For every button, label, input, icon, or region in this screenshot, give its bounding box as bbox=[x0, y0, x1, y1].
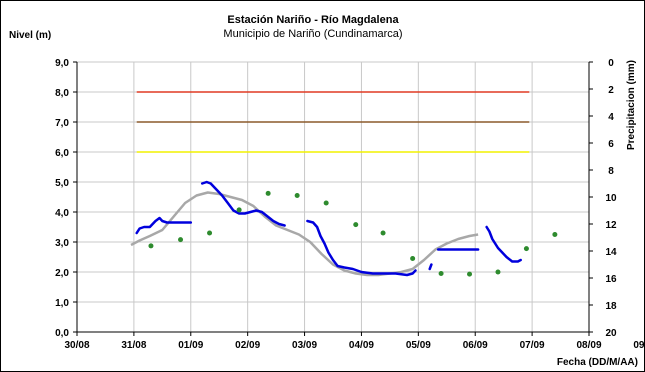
x-axis-label: Fecha (DD/M/AA) bbox=[557, 357, 638, 368]
series-line-blue-segment bbox=[306, 219, 417, 277]
x-tick-label: 07/09 bbox=[520, 340, 545, 351]
y-left-tick-label: 6,0 bbox=[55, 148, 69, 159]
y-right-tick-label: 10 bbox=[605, 193, 617, 204]
series-line-blue-segment bbox=[485, 225, 522, 263]
y-right-axis-label: Precipitacion (mm) bbox=[626, 60, 637, 150]
y-left-tick-label: 3,0 bbox=[55, 238, 69, 249]
x-tick-label: 01/09 bbox=[178, 340, 203, 351]
x-tick-label: 04/09 bbox=[349, 340, 374, 351]
y-right-tick-label: 16 bbox=[605, 274, 617, 285]
series-point-green bbox=[236, 207, 242, 213]
y-right-tick-label: 18 bbox=[605, 301, 617, 312]
series-point-green bbox=[495, 269, 501, 275]
chart-title: Estación Nariño - Río Magdalena bbox=[227, 14, 399, 26]
y-right-tick-label: 4 bbox=[608, 112, 614, 123]
series-point-green bbox=[552, 232, 558, 237]
y-right-tick-label: 2 bbox=[608, 85, 614, 96]
y-left-tick-label: 4,0 bbox=[55, 208, 69, 219]
plot-area: 0,0 1,0 2,0 3,0 4,0 5,0 6,0 7,0 8,0 9,0 0 2 4 6 8 10 12 1… bbox=[55, 58, 644, 351]
series-point-green bbox=[353, 222, 359, 228]
series-line-blue-segment bbox=[200, 180, 286, 227]
x-tick-label: 09/09 bbox=[633, 340, 644, 351]
y-left-tick-label: 0,0 bbox=[55, 328, 69, 339]
x-tick-label: 02/09 bbox=[235, 340, 260, 351]
series-point-green bbox=[294, 193, 300, 198]
chart-subtitle: Municipio de Nariño (Cundinamarca) bbox=[223, 28, 402, 40]
y-left-axis-label: Nivel (m) bbox=[9, 30, 51, 41]
series-point-green bbox=[438, 271, 444, 276]
y-right-tick-label: 8 bbox=[608, 166, 614, 177]
series-line-gray bbox=[130, 191, 479, 277]
series-point-green bbox=[410, 256, 416, 261]
y-right-tick-label: 0 bbox=[608, 58, 614, 69]
x-tick-label: 03/09 bbox=[292, 340, 317, 351]
series-point-green bbox=[265, 190, 271, 196]
y-left-tick-label: 7,0 bbox=[55, 118, 69, 129]
y-right-tick-label: 6 bbox=[608, 139, 614, 150]
y-right-tick-label: 12 bbox=[605, 220, 617, 231]
y-right-tick-label: 20 bbox=[605, 328, 617, 339]
x-tick-label: 31/08 bbox=[121, 340, 146, 351]
series-line-blue-segment bbox=[428, 263, 433, 271]
series-point-green bbox=[523, 246, 529, 252]
series-point-green bbox=[323, 200, 329, 206]
series-point-green bbox=[467, 271, 473, 277]
series-line-blue-segment bbox=[135, 216, 193, 235]
y-left-tick-label: 5,0 bbox=[55, 178, 69, 189]
series-point-green bbox=[148, 243, 154, 249]
y-left-tick-label: 2,0 bbox=[55, 268, 69, 279]
y-left-tick-label: 9,0 bbox=[55, 58, 69, 69]
y-right-tick-label: 14 bbox=[605, 247, 617, 258]
y-left-tick-label: 8,0 bbox=[55, 88, 69, 99]
x-tick-label: 06/09 bbox=[463, 340, 488, 351]
x-tick-label: 08/09 bbox=[576, 340, 601, 351]
x-tick-label: 30/08 bbox=[64, 340, 89, 351]
y-left-tick-label: 1,0 bbox=[55, 298, 69, 309]
series-point-green bbox=[178, 237, 184, 243]
series-point-green bbox=[207, 230, 213, 236]
series-point-green bbox=[380, 230, 386, 236]
x-tick-label: 05/09 bbox=[406, 340, 431, 351]
